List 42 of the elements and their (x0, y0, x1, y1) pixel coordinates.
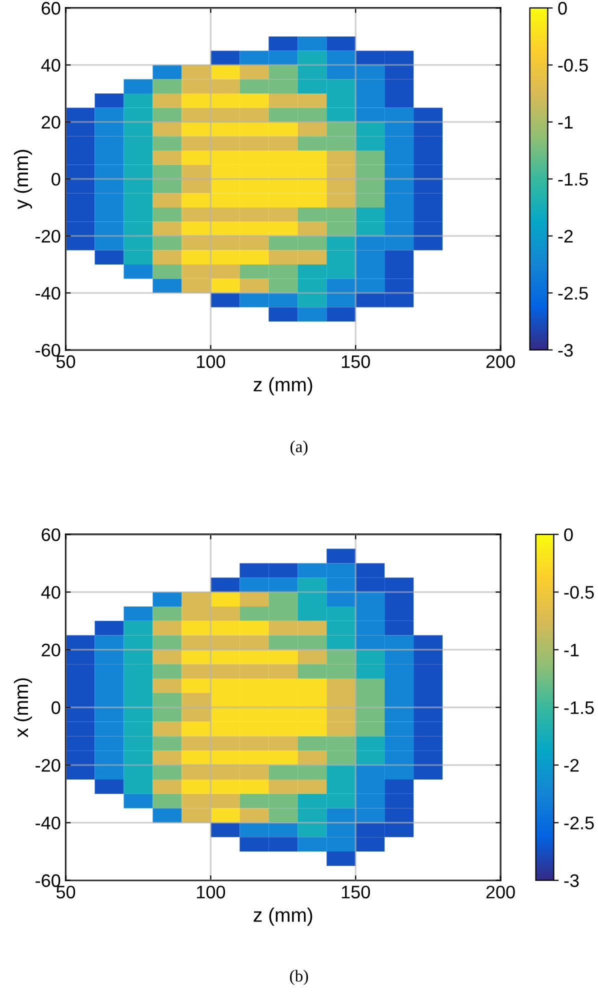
color-bar-label: 0 (558, 2, 567, 15)
color-bar-label: -0.5 (558, 58, 588, 72)
y-tick-label: -40 (36, 816, 60, 830)
x-tick-label: 150 (342, 886, 370, 898)
y-tick-label: -20 (36, 230, 60, 243)
y-tick-label: -60 (36, 344, 60, 357)
y-axis-title: y (mm) (14, 150, 32, 210)
color-bar-label: -3 (558, 344, 573, 357)
y-tick-label: 60 (42, 2, 60, 15)
x-axis-title: z (mm) (254, 377, 312, 396)
y-tick-label: 20 (42, 116, 60, 129)
x-axis-title: z (mm) (254, 908, 312, 926)
y-axis-title: x (mm) (14, 678, 32, 738)
y-tick-label: -60 (36, 874, 60, 888)
color-bar-label: -2 (564, 758, 579, 772)
x-tick-label: 150 (342, 355, 370, 368)
x-tick-label: 100 (197, 886, 226, 898)
x-tick-label: 200 (486, 886, 515, 898)
x-tick-label: 200 (486, 355, 515, 368)
x-tick-label: 50 (56, 355, 76, 368)
color-bar-label: -1 (564, 644, 579, 656)
y-tick-label: 60 (42, 528, 60, 542)
text: (b) (290, 970, 308, 986)
color-bar-label: -2.5 (558, 286, 588, 300)
text: (a) (290, 440, 308, 456)
x-tick-label: 100 (197, 355, 226, 368)
color-bar-label: -3 (564, 874, 579, 888)
y-tick-label: -20 (36, 758, 60, 772)
y-tick-label: 40 (41, 586, 60, 599)
color-bar-label: -1.5 (564, 701, 594, 714)
y-tick-label: -40 (36, 286, 60, 300)
color-bar-label: -0.5 (564, 586, 594, 599)
color-bar-label: -1.5 (558, 173, 588, 186)
color-bar-label: -2 (558, 230, 573, 242)
color-bar-label: 0 (564, 528, 573, 542)
y-tick-label: 40 (41, 58, 60, 72)
y-tick-label: 0 (52, 701, 60, 714)
color-bar-label: -2.5 (564, 816, 594, 830)
y-tick-label: 0 (52, 172, 60, 186)
y-tick-label: 20 (42, 644, 60, 656)
x-tick-label: 50 (56, 886, 76, 898)
color-bar-label: -1 (558, 116, 573, 129)
